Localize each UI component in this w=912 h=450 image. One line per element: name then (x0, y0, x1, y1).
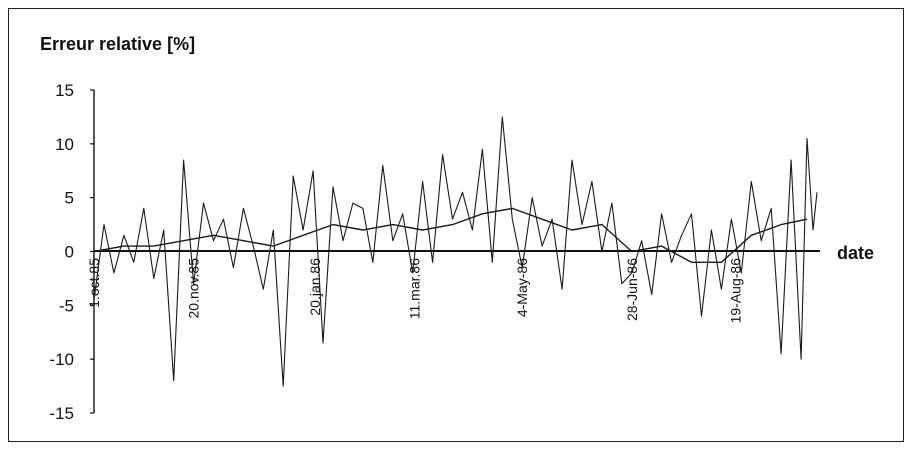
x-tick-label: 1.oct.85 (86, 258, 102, 308)
x-tick-label: 28-Jun-86 (624, 258, 640, 321)
y-tick-label: -15 (49, 404, 74, 423)
y-tick-label: -10 (49, 350, 74, 369)
y-tick-label: 15 (55, 81, 74, 100)
x-tick-label: 4-May-86 (514, 258, 530, 317)
y-tick-label: 5 (65, 189, 74, 208)
y-tick-label: 10 (55, 135, 74, 154)
y-tick-label: 0 (65, 243, 74, 262)
x-tick-label: 20.nov.85 (186, 258, 202, 319)
y-axis-label: Erreur relative [%] (40, 34, 195, 54)
x-tick-label: 11.mar.86 (407, 258, 423, 319)
chart-frame (8, 8, 904, 442)
series-line-smoothed (93, 207, 808, 263)
series-line-raw (93, 116, 818, 387)
y-tick-label: -5 (59, 296, 74, 315)
x-axis-label: date (837, 243, 874, 263)
x-tick-label: 19-Aug-86 (727, 258, 743, 324)
